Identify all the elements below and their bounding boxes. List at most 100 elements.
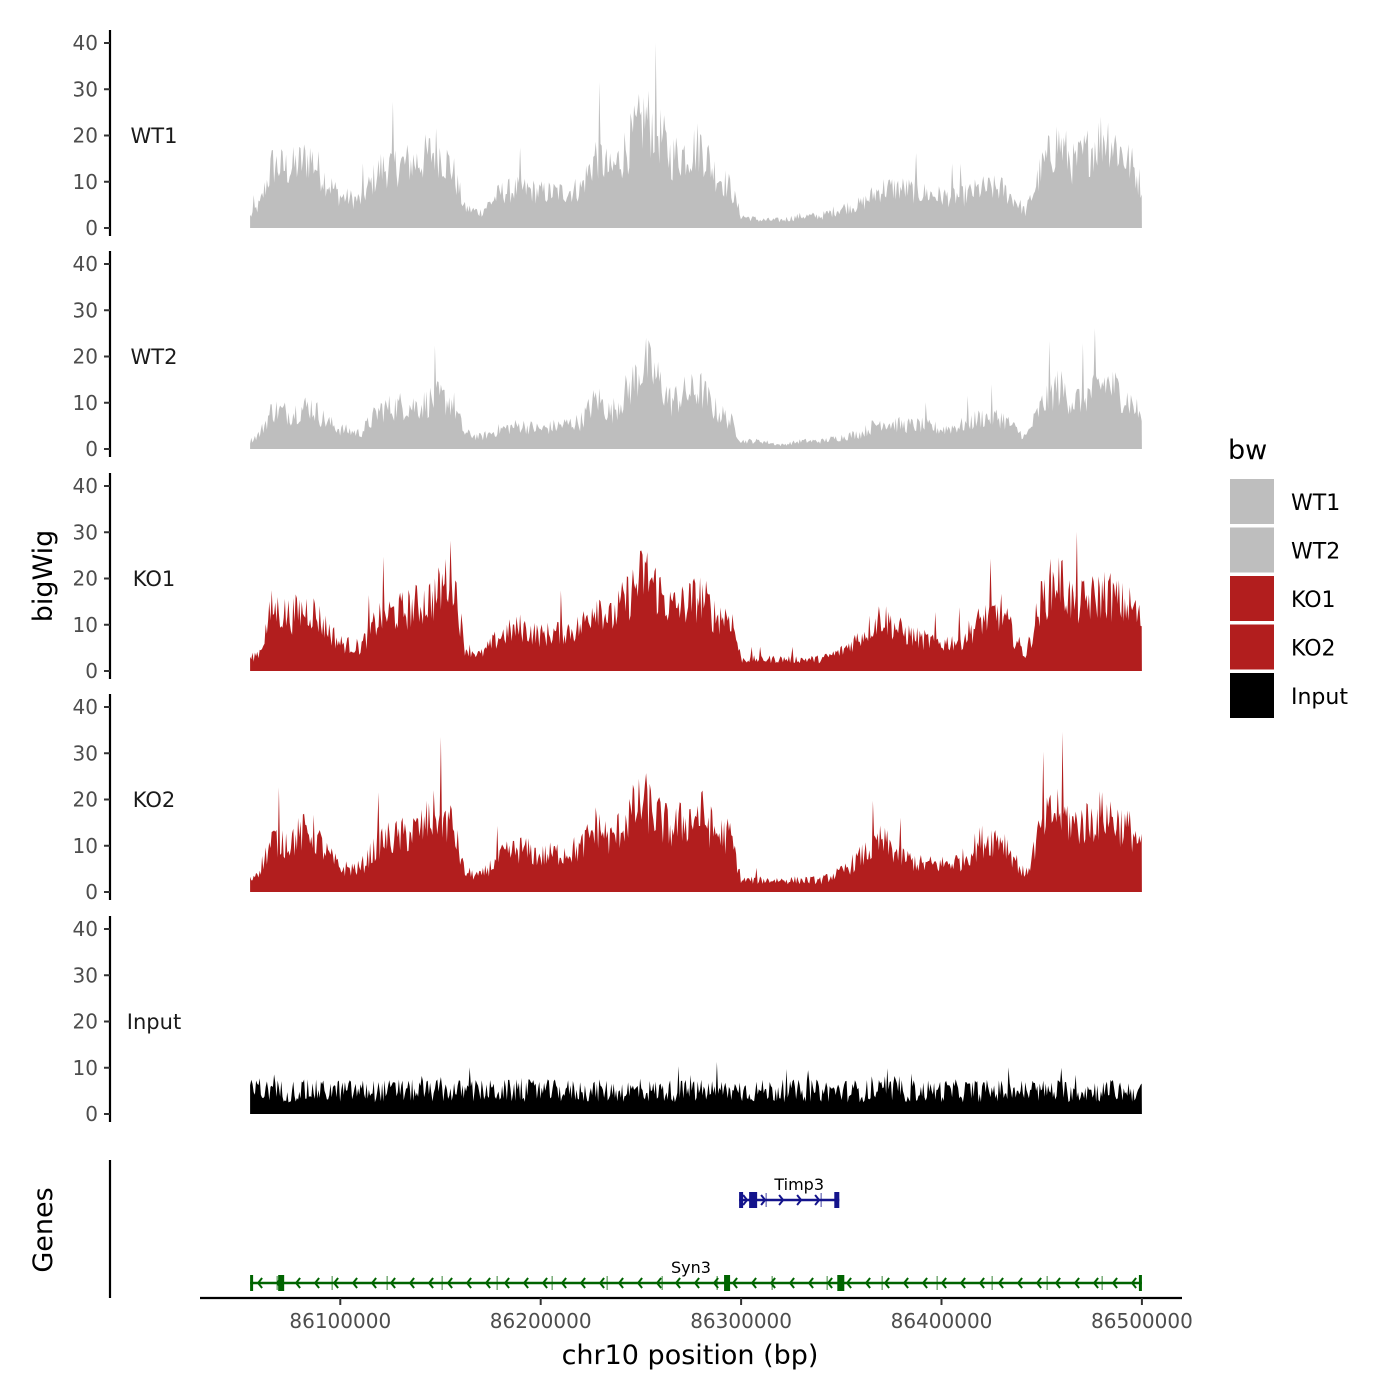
y-tick-label: 30	[73, 963, 98, 987]
y-tick-label: 10	[73, 170, 98, 194]
exon	[837, 1275, 845, 1291]
area-ko2	[250, 731, 1142, 892]
legend: bw WT1 WT2 KO1 KO2 Input	[1228, 435, 1348, 718]
track-label-ko2: KO2	[133, 788, 176, 812]
strand-arrow	[1111, 1277, 1118, 1289]
strand-arrow	[503, 1277, 510, 1289]
y-axis-title: bigWig	[28, 530, 59, 623]
track-ko1: 0 10 20 30 40 KO1	[73, 473, 1142, 683]
gene-label-syn3: Syn3	[671, 1258, 711, 1277]
track-label-ko1: KO1	[133, 567, 176, 591]
strand-arrow	[778, 1194, 785, 1206]
strand-arrow	[978, 1277, 985, 1289]
legend-title: bw	[1228, 435, 1267, 466]
track-ko2: 0 10 20 30 40 KO2	[73, 694, 1142, 904]
strand-arrow	[902, 1277, 909, 1289]
exon	[250, 1275, 254, 1291]
strand-arrow	[655, 1277, 662, 1289]
legend-label: WT2	[1291, 540, 1340, 565]
strand-arrow	[750, 1277, 757, 1289]
exon	[1138, 1275, 1142, 1291]
x-axis-title: chr10 position (bp)	[562, 1340, 819, 1371]
track-label-input: Input	[127, 1010, 181, 1034]
x-tick-label: 86100000	[289, 1309, 391, 1333]
strand-arrow	[408, 1277, 415, 1289]
y-tick-label: 10	[73, 613, 98, 637]
y-tick-label: 30	[73, 298, 98, 322]
strand-arrow	[1130, 1277, 1137, 1289]
track-input: 0 10 20 30 40 Input	[73, 916, 1142, 1126]
strand-arrow	[796, 1194, 803, 1206]
y-tick-label: 0	[85, 659, 98, 683]
y-tick-label: 40	[73, 252, 98, 276]
strand-arrow	[256, 1277, 263, 1289]
strand-arrow	[313, 1277, 320, 1289]
strand-arrow	[389, 1277, 396, 1289]
area-wt1	[250, 43, 1142, 228]
area-ko1	[250, 531, 1142, 671]
strand-arrow	[617, 1277, 624, 1289]
gene-panel: Timp3 Syn3	[108, 1160, 1142, 1298]
y-tick-label: 20	[73, 124, 98, 148]
strand-arrow	[921, 1277, 928, 1289]
strand-arrow	[1054, 1277, 1061, 1289]
legend-item-ko1: KO1	[1230, 576, 1336, 621]
x-tick-label: 86400000	[891, 1309, 993, 1333]
strand-arrow	[522, 1277, 529, 1289]
area-input	[250, 1061, 1142, 1114]
x-tick-label: 86200000	[490, 1309, 592, 1333]
strand-arrow	[826, 1277, 833, 1289]
y-tick-label: 40	[73, 695, 98, 719]
exon	[749, 1192, 758, 1208]
y-tick-label: 10	[73, 391, 98, 415]
strand-arrow	[332, 1277, 339, 1289]
strand-arrow	[446, 1277, 453, 1289]
strand-arrow	[1016, 1277, 1023, 1289]
y-tick-label: 30	[73, 741, 98, 765]
strand-arrow	[579, 1277, 586, 1289]
strand-arrow	[465, 1277, 472, 1289]
strand-arrow	[940, 1277, 947, 1289]
legend-swatch	[1230, 624, 1274, 670]
strand-arrow	[883, 1277, 890, 1289]
strand-arrow	[636, 1277, 643, 1289]
exon	[834, 1192, 840, 1208]
strand-arrow	[294, 1277, 301, 1289]
y-tick-label: 30	[73, 77, 98, 101]
legend-swatch	[1230, 479, 1274, 524]
legend-label: WT1	[1291, 491, 1340, 516]
strand-arrow	[1073, 1277, 1080, 1289]
y-tick-label: 0	[85, 216, 98, 240]
strand-arrow	[1035, 1277, 1042, 1289]
y-tick-label: 0	[85, 437, 98, 461]
strand-arrow	[541, 1277, 548, 1289]
strand-arrow	[674, 1277, 681, 1289]
y-tick-label: 0	[85, 1102, 98, 1126]
strand-arrow	[731, 1277, 738, 1289]
x-tick-label: 86500000	[1091, 1309, 1193, 1333]
y-tick-label: 40	[73, 31, 98, 55]
legend-swatch	[1230, 527, 1274, 573]
legend-label: KO1	[1291, 588, 1336, 613]
strand-arrow	[864, 1277, 871, 1289]
strand-arrow	[560, 1277, 567, 1289]
strand-arrow	[1092, 1277, 1099, 1289]
strand-arrow	[845, 1277, 852, 1289]
y-tick-label: 30	[73, 520, 98, 544]
legend-item-wt1: WT1	[1230, 479, 1340, 524]
strand-arrow	[997, 1277, 1004, 1289]
strand-arrow	[760, 1194, 767, 1206]
legend-label: Input	[1291, 685, 1348, 710]
strand-arrow	[769, 1277, 776, 1289]
genes-axis-title: Genes	[28, 1187, 59, 1272]
x-tick-label: 86300000	[690, 1309, 792, 1333]
gene-timp3: Timp3	[739, 1175, 840, 1208]
strand-arrow	[742, 1194, 749, 1206]
area-wt2	[250, 328, 1142, 449]
track-wt1: 0 10 20 30 40 WT1	[73, 30, 1142, 240]
tracks: 0 10 20 30 40 WT1 0 10 20 30 40 WT2 0 10 20 30 40 KO1 0 10 2…	[73, 30, 1142, 1126]
y-tick-label: 10	[73, 1056, 98, 1080]
legend-item-input: Input	[1230, 673, 1348, 718]
legend-item-wt2: WT2	[1230, 527, 1340, 573]
strand-arrow	[598, 1277, 605, 1289]
